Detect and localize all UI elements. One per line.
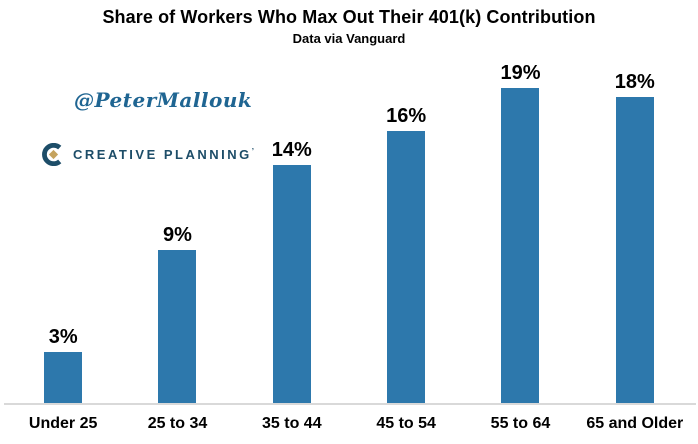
- bar-under-25: [44, 352, 83, 403]
- plot-area: 3% 9% 14% 16% 19% 18%: [6, 63, 692, 403]
- chart-subtitle: Data via Vanguard: [292, 31, 406, 46]
- x-tick-label: 25 to 34: [147, 415, 208, 432]
- bar-65-and-older: [615, 97, 654, 403]
- x-tick-label: 65 and Older: [586, 415, 684, 432]
- creative-planning-logo: CREATIVE PLANNING’: [42, 143, 257, 166]
- twitter-handle: @PeterMallouk: [74, 88, 253, 112]
- bar-group-under-25: 3%: [6, 63, 120, 403]
- value-label: 16%: [386, 105, 427, 127]
- value-label: 18%: [614, 71, 655, 93]
- trademark-mark: ’: [251, 147, 257, 156]
- x-axis-labels: Under 25 25 to 34 35 to 44 45 to 54 55 t…: [6, 415, 692, 433]
- bar-35-to-44: [272, 165, 311, 403]
- value-label: 9%: [163, 224, 192, 246]
- value-label: 3%: [48, 326, 78, 348]
- bar-group-65-and-older: 18%: [578, 63, 692, 403]
- creative-planning-wordmark: CREATIVE PLANNING’: [73, 147, 257, 162]
- bar-25-to-34: [158, 250, 197, 403]
- bar-group-55-to-64: 19%: [463, 63, 577, 403]
- bar-55-to-64: [501, 88, 540, 403]
- chart-title: Share of Workers Who Max Out Their 401(k…: [102, 7, 596, 27]
- value-label: 19%: [500, 62, 541, 84]
- value-label: 14%: [271, 139, 312, 161]
- x-tick-label: Under 25: [28, 415, 98, 432]
- x-tick-label: 35 to 44: [262, 415, 322, 432]
- bar-group-35-to-44: 14%: [235, 63, 349, 403]
- bar-45-to-54: [387, 131, 426, 403]
- creative-planning-c-icon: [42, 143, 65, 166]
- x-tick-label: 45 to 54: [376, 415, 436, 432]
- bar-group-25-to-34: 9%: [120, 63, 234, 403]
- x-axis-line: [4, 403, 696, 405]
- x-tick-label: 55 to 64: [490, 415, 551, 432]
- bar-group-45-to-54: 16%: [349, 63, 463, 403]
